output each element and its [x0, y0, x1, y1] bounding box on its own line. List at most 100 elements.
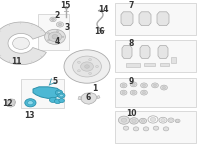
Circle shape: [62, 36, 64, 37]
Circle shape: [48, 40, 50, 41]
Circle shape: [58, 93, 65, 98]
Circle shape: [89, 59, 91, 61]
Polygon shape: [158, 46, 168, 59]
Text: 15: 15: [60, 1, 70, 10]
Circle shape: [133, 127, 139, 131]
Circle shape: [161, 85, 167, 90]
Circle shape: [141, 120, 145, 122]
Circle shape: [120, 90, 127, 95]
FancyBboxPatch shape: [115, 3, 196, 35]
Polygon shape: [157, 12, 169, 26]
Polygon shape: [122, 46, 132, 59]
Circle shape: [169, 119, 173, 121]
FancyBboxPatch shape: [115, 78, 196, 107]
Text: 5: 5: [52, 77, 58, 86]
Text: 7: 7: [128, 1, 134, 10]
Circle shape: [120, 83, 127, 88]
Circle shape: [150, 117, 156, 121]
Circle shape: [141, 83, 147, 88]
Circle shape: [48, 33, 50, 34]
Circle shape: [130, 90, 137, 95]
Circle shape: [78, 61, 80, 63]
Text: 3: 3: [64, 23, 70, 32]
Circle shape: [48, 32, 62, 42]
Circle shape: [64, 50, 110, 83]
Circle shape: [52, 35, 58, 39]
Text: 2: 2: [54, 11, 60, 20]
Polygon shape: [0, 22, 46, 65]
Circle shape: [161, 119, 165, 122]
Circle shape: [45, 29, 65, 44]
Circle shape: [89, 72, 91, 74]
Circle shape: [132, 83, 135, 86]
Text: 6: 6: [85, 93, 91, 102]
Circle shape: [123, 126, 129, 130]
Circle shape: [130, 82, 137, 87]
Text: 11: 11: [11, 57, 22, 66]
Polygon shape: [78, 96, 81, 100]
Circle shape: [176, 120, 179, 122]
Circle shape: [73, 56, 101, 77]
Circle shape: [143, 127, 149, 131]
Circle shape: [96, 66, 98, 67]
Polygon shape: [6, 99, 16, 107]
FancyBboxPatch shape: [21, 79, 64, 108]
Polygon shape: [160, 63, 169, 66]
Polygon shape: [97, 96, 100, 99]
Circle shape: [142, 91, 146, 94]
Text: 12: 12: [2, 99, 13, 108]
Circle shape: [162, 86, 166, 89]
Circle shape: [55, 90, 63, 95]
Text: 10: 10: [126, 109, 136, 118]
Circle shape: [28, 101, 33, 105]
FancyBboxPatch shape: [115, 111, 196, 143]
Circle shape: [139, 118, 147, 123]
Circle shape: [59, 99, 64, 103]
Circle shape: [132, 91, 135, 94]
Circle shape: [56, 31, 58, 32]
Polygon shape: [144, 63, 155, 66]
Circle shape: [85, 65, 89, 68]
Polygon shape: [139, 12, 151, 26]
Circle shape: [122, 84, 125, 87]
Circle shape: [130, 118, 138, 124]
Circle shape: [122, 91, 125, 94]
Circle shape: [81, 62, 93, 71]
Circle shape: [153, 126, 159, 130]
Polygon shape: [121, 12, 133, 26]
Circle shape: [50, 17, 56, 22]
Circle shape: [142, 84, 146, 87]
Circle shape: [56, 22, 64, 27]
Polygon shape: [171, 57, 176, 63]
Circle shape: [56, 42, 58, 43]
Text: 14: 14: [98, 5, 108, 15]
Text: 16: 16: [94, 26, 104, 36]
Circle shape: [141, 90, 147, 95]
Circle shape: [13, 37, 29, 49]
Circle shape: [7, 100, 15, 105]
Polygon shape: [81, 93, 97, 104]
Circle shape: [152, 83, 158, 88]
Text: 4: 4: [54, 37, 60, 46]
Circle shape: [132, 119, 136, 122]
Circle shape: [57, 91, 61, 94]
Text: 13: 13: [24, 111, 35, 120]
Circle shape: [54, 99, 61, 104]
Circle shape: [78, 70, 80, 72]
Text: 1: 1: [92, 84, 98, 93]
Circle shape: [25, 99, 36, 107]
Circle shape: [49, 97, 57, 102]
Circle shape: [58, 23, 62, 26]
Text: 8: 8: [128, 39, 134, 48]
Circle shape: [52, 18, 54, 20]
Circle shape: [60, 94, 63, 97]
Circle shape: [163, 127, 169, 131]
FancyBboxPatch shape: [38, 14, 69, 50]
Polygon shape: [126, 63, 140, 67]
Circle shape: [118, 116, 130, 124]
Circle shape: [153, 84, 157, 87]
FancyBboxPatch shape: [115, 40, 196, 72]
Polygon shape: [33, 87, 61, 98]
Text: 9: 9: [128, 77, 134, 86]
Polygon shape: [140, 46, 150, 59]
